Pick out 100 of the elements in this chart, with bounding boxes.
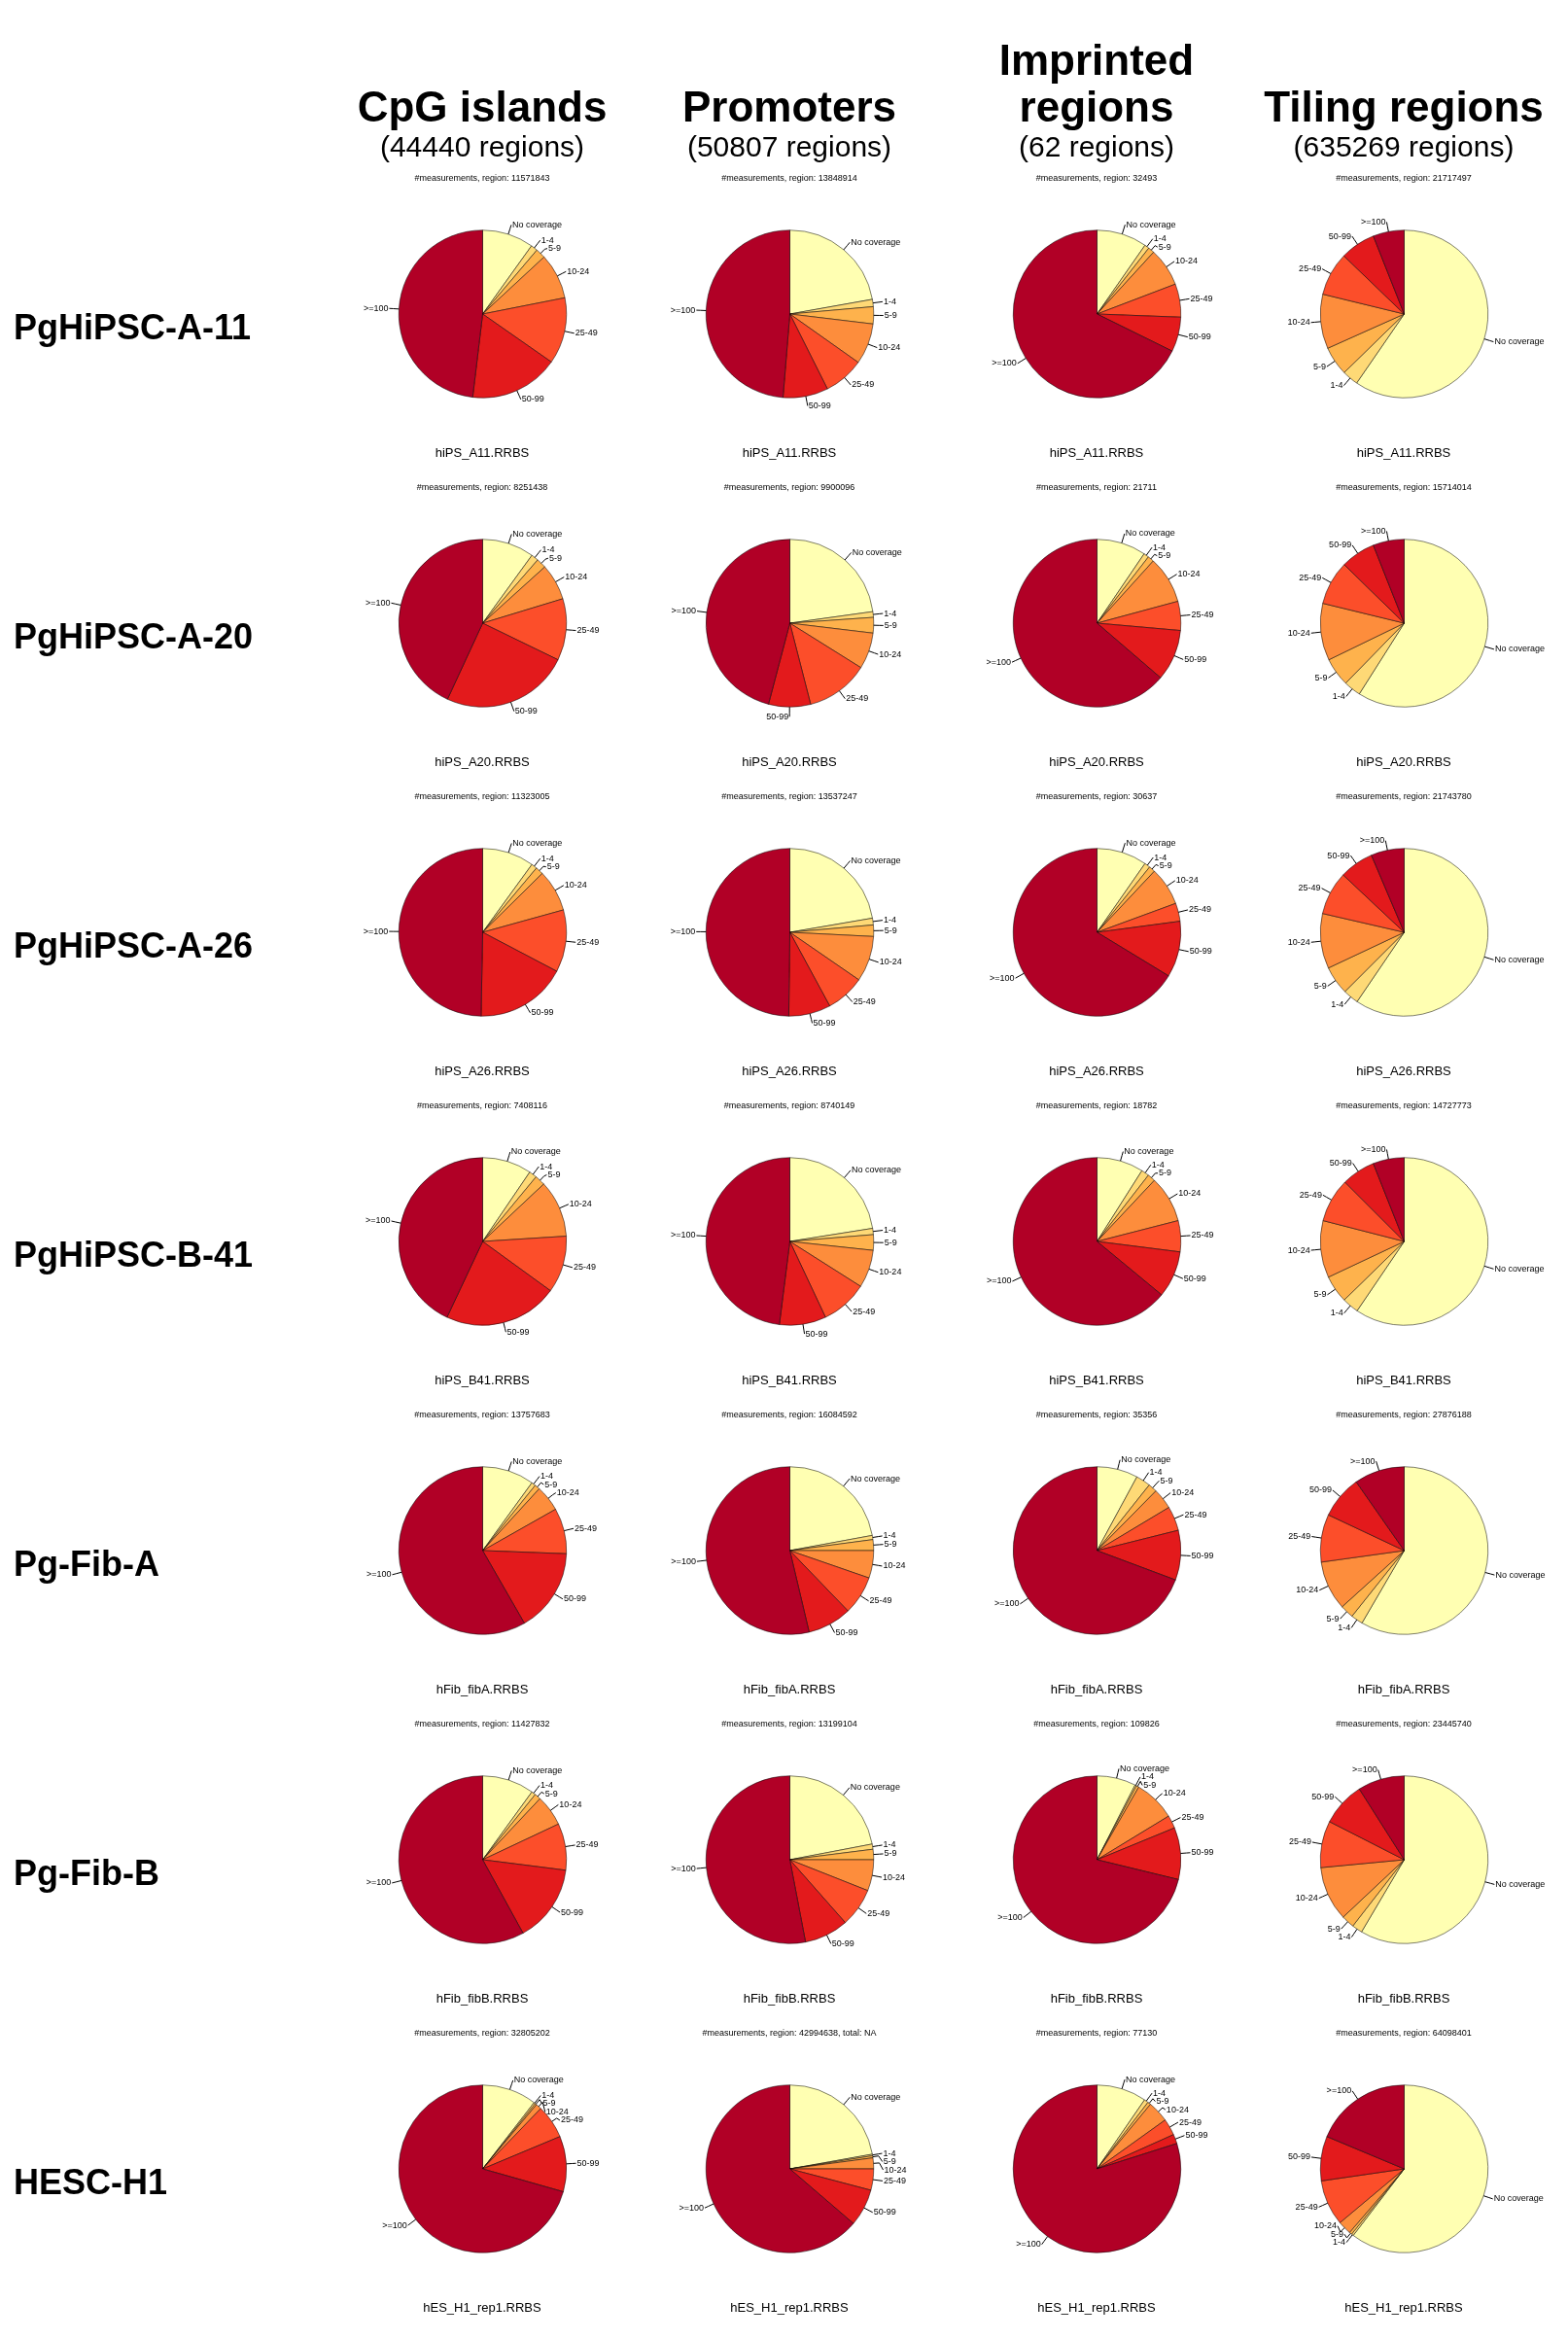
slice-label: 25-49 [883, 2175, 906, 2185]
slice-label: >=100 [363, 925, 388, 936]
text: CpG islands [356, 83, 609, 130]
slice-label: 25-49 [851, 379, 874, 390]
slice-label: >=100 [1360, 216, 1385, 227]
slice-label: 50-99 [514, 706, 538, 716]
text: hiPS_A26.RRBS [742, 1064, 837, 1078]
text: (635269 regions) [1292, 130, 1516, 163]
slice-label: No coverage [1494, 954, 1545, 964]
slice-label: 10-24 [566, 265, 589, 276]
slice-label: 25-49 [560, 2114, 583, 2125]
slice-label: 1-4 [1151, 1159, 1165, 1170]
slice-label: 50-99 [521, 394, 544, 404]
slice-label: 10-24 [1295, 1585, 1318, 1595]
slice-label: No coverage [850, 236, 900, 247]
text: hiPS_A26.RRBS [1356, 1064, 1451, 1078]
slice-label: 10-24 [1287, 627, 1310, 638]
slice-label: >=100 [366, 1569, 391, 1580]
slice-label: 1-4 [1152, 2087, 1166, 2098]
slice-label: No coverage [1493, 2193, 1544, 2204]
slice-label: 50-99 [831, 1938, 854, 1948]
text: Pg-Fib-B [13, 1853, 160, 1894]
slice-label: 25-49 [1298, 883, 1321, 893]
text: hiPS_A26.RRBS [1049, 1064, 1144, 1078]
slice-label: 25-49 [1191, 1230, 1214, 1240]
slice-label: 5-9 [1158, 1168, 1171, 1178]
text: hFib_fibB.RRBS [743, 1991, 836, 2006]
slice-label: 1-4 [1153, 233, 1167, 244]
slice-label: 1-4 [540, 2089, 554, 2100]
text: (50807 regions) [685, 130, 893, 163]
chart-title: #measurements, region: 27876188 [1336, 1410, 1472, 1421]
chart-title: #measurements, region: 14727773 [1336, 1100, 1472, 1112]
slice-label: >=100 [1359, 835, 1384, 846]
slice-label: 10-24 [545, 2106, 569, 2116]
text: (44440 regions) [378, 130, 586, 163]
chart-title: #measurements, region: 8740149 [723, 1100, 855, 1112]
slice-label: 1-4 [1329, 380, 1342, 391]
chart-title: #measurements, region: 64098401 [1336, 2028, 1472, 2040]
text: hFib_fibB.RRBS [1357, 1991, 1450, 2006]
slice-label: >=100 [671, 606, 696, 616]
slice-label: 1-4 [1149, 1467, 1163, 1478]
slice-label: 25-49 [575, 1839, 599, 1850]
slice-label: 50-99 [805, 1328, 828, 1339]
slice-label: 1-4 [1152, 541, 1166, 552]
slice-label: 1-4 [1337, 1932, 1350, 1942]
slice-label: >=100 [996, 1911, 1023, 1922]
slice-label: 50-99 [813, 1017, 836, 1028]
slice-label: 50-99 [873, 2207, 896, 2217]
slice-label: 10-24 [1163, 1788, 1186, 1798]
slice-label: 50-99 [765, 711, 788, 721]
slice-label: >=100 [679, 2202, 704, 2213]
slice-label: 5-9 [884, 1848, 897, 1859]
slice-label: 10-24 [1174, 256, 1198, 266]
slice-label: 1-4 [1330, 1308, 1343, 1318]
text: hiPS_B41.RRBS [1356, 1373, 1451, 1387]
slice-label: >=100 [670, 1863, 696, 1873]
chart-title: #measurements, region: 32805202 [414, 2028, 550, 2040]
slice-label: 25-49 [1298, 572, 1321, 582]
slice-label: >=100 [365, 1215, 391, 1226]
text: PgHiPSC-A-11 [13, 307, 253, 348]
slice-label: No coverage [511, 1764, 562, 1775]
chart-title: #measurements, region: 15714014 [1336, 482, 1472, 494]
chart-title: #measurements, region: 9900096 [723, 482, 855, 494]
slice-label: No coverage [1125, 528, 1175, 539]
slice-label: >=100 [1351, 1764, 1377, 1775]
slice-label: 5-9 [1158, 241, 1171, 252]
text: PgHiPSC-B-41 [13, 1235, 255, 1275]
chart-title: #measurements, region: 13199104 [721, 1719, 857, 1730]
slice-label: 10-24 [878, 648, 901, 659]
text: hiPS_B41.RRBS [742, 1373, 837, 1387]
slice-label: 50-99 [531, 1007, 554, 1018]
chart-title: #measurements, region: 21711 [1036, 482, 1157, 494]
slice-label: 25-49 [1189, 293, 1212, 303]
text: hiPS_B41.RRBS [435, 1373, 530, 1387]
slice-label: 1-4 [540, 234, 554, 245]
slice-label: 5-9 [1155, 2096, 1168, 2107]
slice-label: 10-24 [1287, 936, 1310, 947]
slice-label: 25-49 [845, 693, 868, 704]
slice-label: >=100 [670, 1230, 695, 1240]
slice-label: No coverage [851, 855, 901, 865]
chart-title: #measurements, region: 18782 [1035, 1100, 1158, 1112]
text: Pg-Fib-A [13, 1544, 160, 1585]
chart-title: #measurements, region: 35356 [1035, 1410, 1158, 1421]
slice-label: 25-49 [1190, 610, 1213, 620]
slice-label: 5-9 [1312, 361, 1326, 371]
slice-label: 10-24 [558, 1798, 581, 1809]
slice-label: 1-4 [540, 1471, 553, 1482]
slice-label: 1-4 [1332, 2237, 1345, 2248]
chart-title: #measurements, region: 77130 [1035, 2028, 1158, 2040]
slice-label: No coverage [1494, 644, 1545, 654]
slice-label: No coverage [1494, 1878, 1545, 1889]
slice-label: >=100 [1360, 1143, 1385, 1154]
slice-label: 5-9 [1313, 672, 1327, 682]
text: PgHiPSC-A-20 [13, 616, 255, 657]
chart-title: #measurements, region: 21717497 [1336, 173, 1472, 185]
slice-label: 10-24 [1175, 875, 1199, 886]
text: hFib_fibB.RRBS [436, 1991, 529, 2006]
chart-title: #measurements, region: 8251438 [416, 482, 548, 494]
chart-title: #measurements, region: 13848914 [721, 173, 857, 185]
slice-label: 5-9 [1327, 1923, 1341, 1934]
